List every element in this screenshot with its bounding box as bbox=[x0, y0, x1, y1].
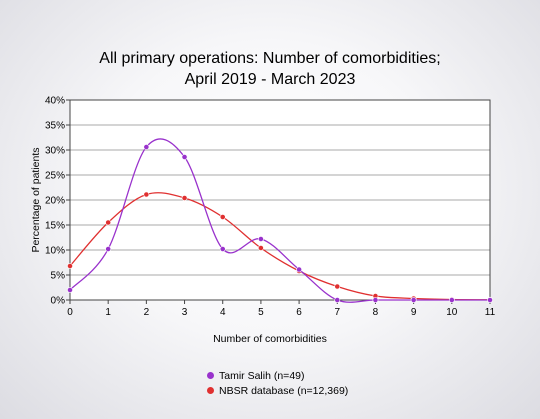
legend-item-tamir: Tamir Salih (n=49) bbox=[207, 368, 348, 383]
data-point-tamir bbox=[487, 297, 493, 303]
y-tick-label: 15% bbox=[45, 221, 65, 232]
data-point-tamir bbox=[410, 297, 417, 303]
data-point-tamir bbox=[181, 154, 188, 160]
data-point-tamir bbox=[67, 287, 73, 293]
chart-title-line-2: April 2019 - March 2023 bbox=[184, 71, 356, 88]
y-tick-label: 0% bbox=[51, 296, 66, 307]
x-tick-label: 10 bbox=[446, 307, 458, 318]
legend-label-tamir: Tamir Salih (n=49) bbox=[219, 369, 305, 382]
x-tick-label: 1 bbox=[105, 307, 111, 318]
x-tick-label: 8 bbox=[373, 307, 379, 318]
data-point-tamir bbox=[448, 297, 455, 303]
data-point-tamir bbox=[105, 246, 112, 252]
legend-marker-tamir bbox=[207, 372, 214, 379]
x-tick-label: 3 bbox=[182, 307, 188, 318]
legend-marker-nbsr bbox=[207, 387, 214, 394]
plot-border bbox=[69, 99, 491, 301]
data-point-tamir bbox=[258, 236, 264, 242]
x-tick-label: 4 bbox=[220, 307, 226, 318]
y-tick-label: 35% bbox=[45, 121, 65, 132]
data-point-nbsr bbox=[258, 245, 264, 251]
data-point-tamir bbox=[219, 246, 226, 252]
data-point-tamir bbox=[296, 266, 302, 273]
data-point-nbsr bbox=[219, 214, 226, 220]
data-point-nbsr bbox=[181, 195, 188, 201]
x-tick-label: 2 bbox=[144, 307, 150, 318]
x-tick-label: 0 bbox=[67, 307, 73, 318]
x-tick-label: 7 bbox=[334, 307, 340, 318]
y-axis-label: Percentage of patients bbox=[30, 147, 42, 253]
y-tick-label: 30% bbox=[45, 146, 65, 157]
x-tick-label: 11 bbox=[485, 307, 496, 318]
data-point-nbsr bbox=[67, 263, 73, 269]
y-tick-label: 5% bbox=[51, 271, 66, 282]
legend-label-nbsr: NBSR database (n=12,369) bbox=[219, 384, 349, 397]
data-point-tamir bbox=[334, 297, 341, 303]
x-tick-label: 9 bbox=[411, 307, 417, 318]
chart-title-line-1: All primary operations: Number of comorb… bbox=[99, 50, 441, 67]
data-point-nbsr bbox=[334, 283, 341, 290]
data-point-nbsr bbox=[143, 191, 150, 198]
y-tick-label: 40% bbox=[45, 96, 65, 107]
x-axis-label: Number of comorbidities bbox=[213, 333, 327, 345]
x-tick-label: 5 bbox=[258, 307, 264, 318]
y-tick-label: 25% bbox=[45, 171, 65, 182]
y-tick-label: 20% bbox=[45, 196, 65, 207]
data-point-tamir bbox=[143, 144, 150, 150]
legend: Tamir Salih (n=49) NBSR database (n=12,3… bbox=[207, 368, 348, 398]
data-point-nbsr bbox=[105, 219, 112, 226]
chart-title: All primary operations: Number of comorb… bbox=[0, 48, 540, 90]
legend-item-nbsr: NBSR database (n=12,369) bbox=[207, 383, 348, 398]
data-point-tamir bbox=[372, 297, 379, 303]
x-tick-label: 6 bbox=[296, 307, 302, 318]
series-line-nbsr bbox=[69, 192, 491, 301]
y-tick-label: 10% bbox=[45, 246, 65, 257]
